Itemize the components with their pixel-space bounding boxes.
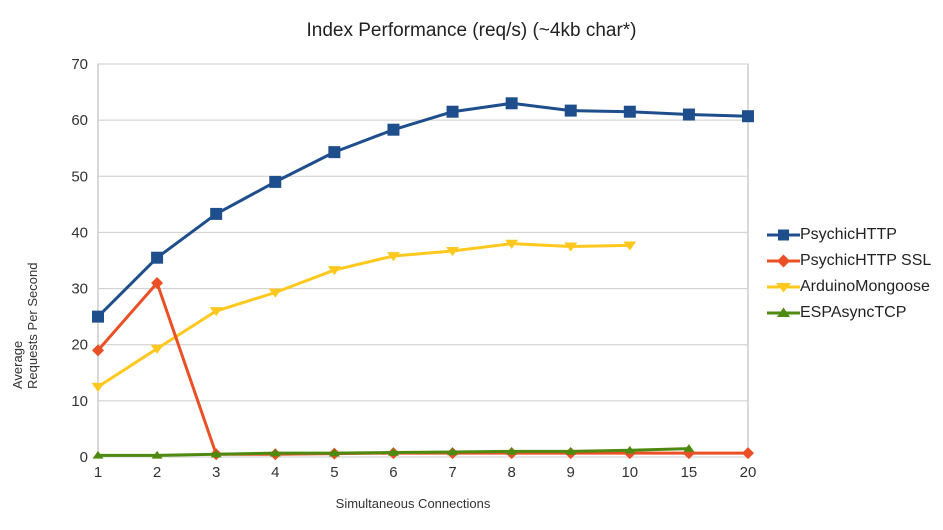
svg-text:1: 1	[94, 464, 102, 481]
svg-text:3: 3	[212, 464, 220, 481]
svg-text:8: 8	[507, 464, 515, 481]
svg-text:10: 10	[621, 464, 638, 481]
svg-text:15: 15	[681, 464, 698, 481]
svg-text:40: 40	[71, 224, 88, 241]
svg-text:9: 9	[567, 464, 575, 481]
svg-text:Requests Per Second: Requests Per Second	[25, 263, 40, 389]
svg-text:6: 6	[389, 464, 397, 481]
svg-text:7: 7	[448, 464, 456, 481]
svg-text:50: 50	[71, 168, 88, 185]
svg-text:5: 5	[330, 464, 338, 481]
svg-text:10: 10	[71, 393, 88, 410]
svg-text:30: 30	[71, 281, 88, 298]
svg-text:4: 4	[271, 464, 279, 481]
svg-text:20: 20	[740, 464, 757, 481]
svg-text:60: 60	[71, 112, 88, 129]
svg-text:Average: Average	[10, 341, 25, 389]
svg-text:20: 20	[71, 337, 88, 354]
svg-text:2: 2	[153, 464, 161, 481]
svg-text:0: 0	[80, 449, 88, 466]
svg-text:70: 70	[71, 56, 88, 73]
